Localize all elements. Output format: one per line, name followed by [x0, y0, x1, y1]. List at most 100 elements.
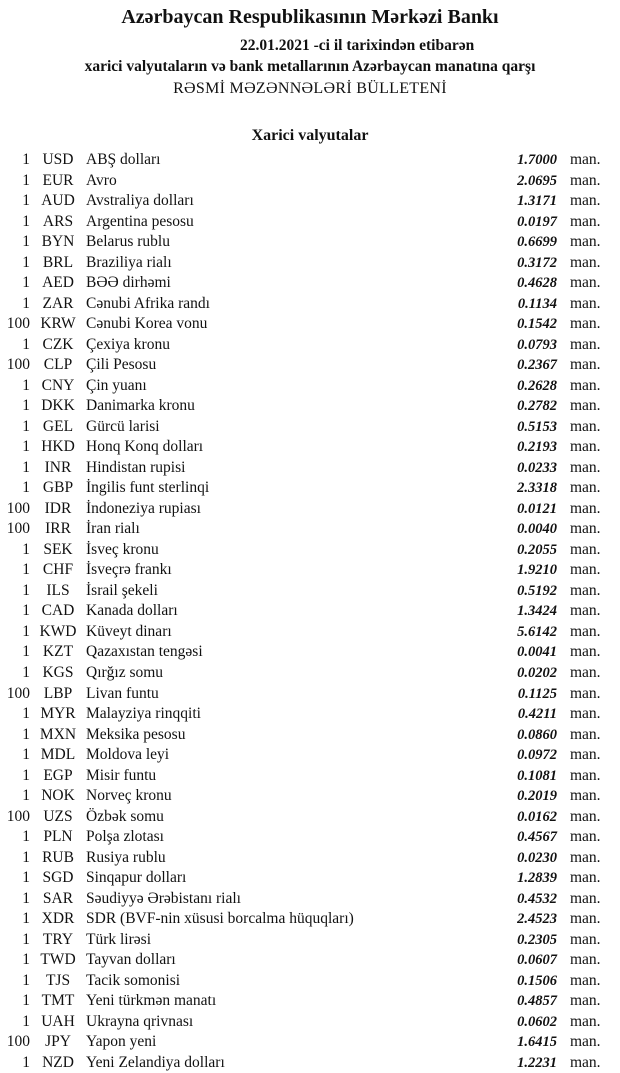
- quantity: 1: [22, 233, 30, 251]
- rate-value: 0.1081: [517, 767, 557, 784]
- currency-name: Norveç kronu: [86, 787, 172, 805]
- currency-name: Türk lirəsi: [86, 930, 151, 948]
- currency-code: BRL: [42, 253, 74, 271]
- unit-label: man.: [570, 499, 601, 517]
- rate-value: 0.2305: [517, 931, 557, 948]
- document-title: Azərbaycan Respublikasının Mərkəzi Bankı: [121, 6, 499, 28]
- currency-code: UZS: [43, 807, 73, 825]
- unit-label: man.: [570, 253, 601, 271]
- quantity: 100: [6, 520, 30, 538]
- unit-label: man.: [570, 705, 601, 723]
- unit-label: man.: [570, 458, 601, 476]
- unit-label: man.: [570, 622, 601, 640]
- rate-row: 1 SGD Sinqapur dolları 1.2839 man.: [0, 868, 620, 888]
- currency-name: Argentina pesosu: [86, 212, 194, 230]
- rate-value: 1.9210: [517, 562, 557, 579]
- currency-code: UAH: [41, 1012, 75, 1030]
- currency-code: LBP: [43, 684, 73, 702]
- currency-name: Yapon yeni: [86, 1033, 157, 1051]
- rate-row: 1 CAD Kanada dolları 1.3424 man.: [0, 601, 620, 621]
- currency-code: CNY: [41, 376, 75, 394]
- currency-code: EUR: [42, 171, 74, 189]
- rate-value: 0.0602: [517, 1013, 557, 1030]
- rate-value: 2.3318: [517, 480, 557, 497]
- quantity: 1: [22, 622, 30, 640]
- rate-value: 0.1542: [517, 316, 557, 333]
- rate-value: 0.4628: [517, 275, 557, 292]
- unit-label: man.: [570, 438, 601, 456]
- currency-name: Moldova leyi: [86, 746, 170, 764]
- rate-value: 0.5192: [517, 582, 557, 599]
- rate-row: 1 KGS Qırğız somu 0.0202 man.: [0, 663, 620, 683]
- subtitle: xarici valyutaların və bank metallarının…: [84, 58, 536, 75]
- currency-code: TRY: [42, 930, 74, 948]
- quantity: 1: [22, 746, 30, 764]
- currency-code: GEL: [42, 417, 74, 435]
- currency-name: Qazaxıstan tengəsi: [86, 643, 203, 661]
- rate-value: 0.0972: [517, 747, 557, 764]
- rate-row: 1 RUB Rusiya rublu 0.0230 man.: [0, 848, 620, 868]
- quantity: 1: [22, 479, 30, 497]
- currency-name: Yeni Zelandiya dolları: [86, 1053, 225, 1071]
- rate-value: 1.7000: [517, 152, 557, 168]
- quantity: 1: [22, 171, 30, 189]
- currency-code: ZAR: [42, 294, 74, 312]
- currency-code: MXN: [39, 725, 77, 743]
- quantity: 1: [22, 561, 30, 579]
- rate-value: 0.3172: [517, 254, 557, 271]
- rate-value: 0.0041: [517, 644, 557, 661]
- rate-row: 1 DKK Danimarka kronu 0.2782 man.: [0, 396, 620, 416]
- currency-name: Polşa zlotası: [86, 828, 164, 846]
- currency-name: İsveçrə frankı: [86, 561, 172, 579]
- rate-value: 0.0860: [517, 726, 557, 743]
- rate-row: 1 KZT Qazaxıstan tengəsi 0.0041 man.: [0, 642, 620, 662]
- unit-label: man.: [570, 951, 601, 969]
- rate-value: 0.0793: [517, 336, 557, 353]
- currency-code: JPY: [45, 1033, 71, 1051]
- quantity: 1: [22, 602, 30, 620]
- rate-row: 1 SAR Səudiyyə Ərəbistanı rialı 0.4532 man.: [0, 889, 620, 909]
- rate-value: 0.5153: [517, 418, 557, 435]
- rate-row: 1 AED BƏƏ dirhəmi 0.4628 man.: [0, 273, 620, 293]
- section-heading: Xarici valyutalar: [251, 127, 369, 144]
- unit-label: man.: [570, 581, 601, 599]
- currency-code: CZK: [42, 335, 74, 353]
- currency-name: Livan funtu: [86, 684, 159, 702]
- unit-label: man.: [570, 971, 601, 989]
- currency-code: MDL: [40, 746, 76, 764]
- unit-label: man.: [570, 807, 601, 825]
- currency-name: Misir funtu: [86, 766, 157, 784]
- quantity: 100: [6, 356, 30, 374]
- rate-row: 1 ZAR Cənubi Afrika randı 0.1134 man.: [0, 294, 620, 314]
- rate-value: 0.1506: [517, 972, 557, 989]
- currency-code: CHF: [42, 561, 74, 579]
- currency-name: SDR (BVF-nin xüsusi borcalma hüquqları): [86, 910, 354, 928]
- currency-code: EGP: [43, 766, 73, 784]
- currency-name: Meksika pesosu: [86, 725, 186, 743]
- rate-row: 1 AUD Avstraliya dolları 1.3171 man.: [0, 191, 620, 211]
- currency-code: PLN: [43, 828, 73, 846]
- rate-row: 1 BRL Braziliya rialı 0.3172 man.: [0, 253, 620, 273]
- currency-code: HKD: [41, 438, 75, 456]
- rate-value: 1.2839: [517, 870, 557, 887]
- currency-name: Çexiya kronu: [86, 335, 170, 353]
- rate-row: 100 JPY Yapon yeni 1.6415 man.: [0, 1032, 620, 1052]
- currency-name: Tayvan dolları: [86, 951, 176, 969]
- currency-name: İndoneziya rupiası: [86, 499, 201, 517]
- quantity: 1: [22, 787, 30, 805]
- rate-value: 0.2782: [517, 398, 557, 415]
- currency-code: SGD: [42, 869, 74, 887]
- currency-name: Səudiyyə Ərəbistanı rialı: [86, 889, 241, 907]
- unit-label: man.: [570, 540, 601, 558]
- quantity: 100: [6, 1033, 30, 1051]
- rate-row: 1 XDR SDR (BVF-nin xüsusi borcalma hüquqla…: [0, 909, 620, 929]
- currency-name: Tacik somonisi: [86, 971, 181, 989]
- currency-code: AUD: [41, 192, 75, 210]
- currency-code: TJS: [45, 971, 71, 989]
- currency-code: GBP: [42, 479, 74, 497]
- rate-row: 100 IDR İndoneziya rupiası 0.0121 man.: [0, 499, 620, 519]
- quantity: 1: [22, 930, 30, 948]
- currency-code: ILS: [46, 581, 70, 599]
- bulletin-title: RƏSMİ MƏZƏNNƏLƏRİ BÜLLETENİ: [173, 80, 447, 97]
- rate-row: 1 EGP Misir funtu 0.1081 man.: [0, 766, 620, 786]
